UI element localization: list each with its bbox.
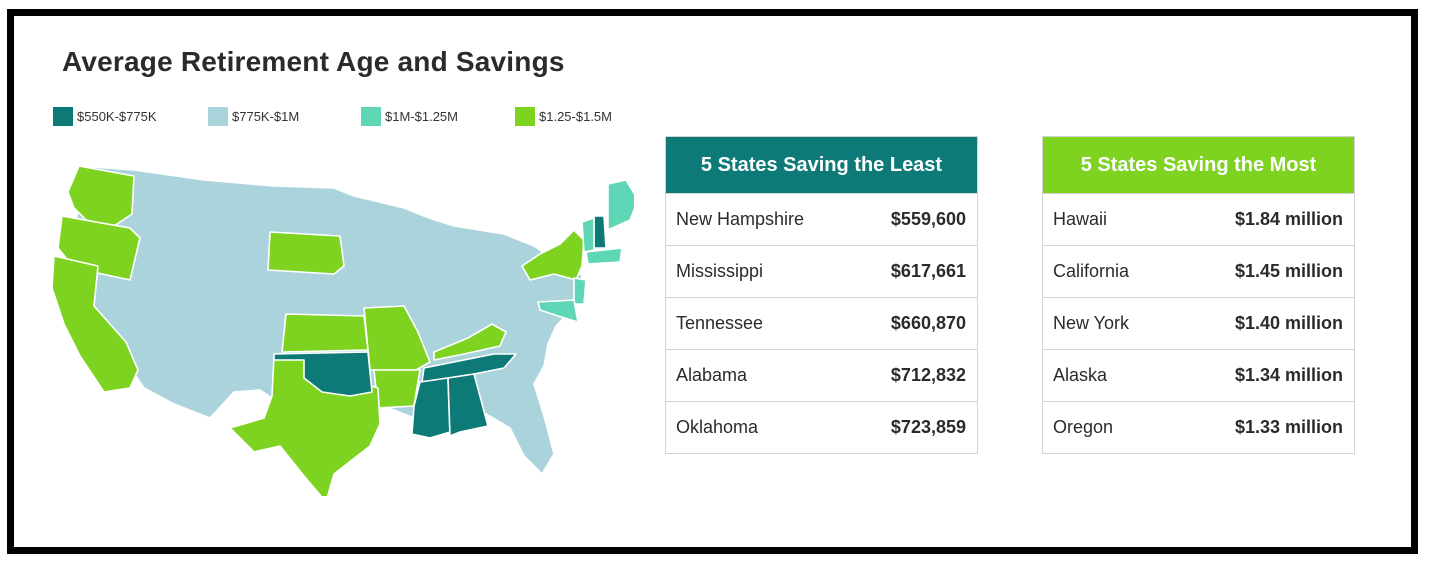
row-value: $1.33 million bbox=[1234, 417, 1343, 437]
row-state: Tennessee bbox=[676, 313, 764, 333]
state-maine bbox=[607, 179, 634, 231]
legend-swatch bbox=[515, 107, 535, 126]
row-state: Oklahoma bbox=[676, 417, 759, 437]
infographic-frame: Average Retirement Age and Savings $550K… bbox=[7, 9, 1418, 554]
row-state: New Hampshire bbox=[676, 209, 805, 229]
row-state: Alaska bbox=[1053, 365, 1108, 385]
state-california bbox=[51, 255, 139, 393]
row-state: Alabama bbox=[676, 365, 748, 385]
row-state: New York bbox=[1053, 313, 1130, 333]
state-kentucky bbox=[433, 323, 507, 361]
state-kansas bbox=[281, 313, 369, 353]
row-value: $1.34 million bbox=[1234, 365, 1343, 385]
legend-item-775k-1m: $775K-$1M bbox=[208, 107, 299, 126]
row-state: Oregon bbox=[1053, 417, 1114, 437]
table-row: Hawaii $1.84 million bbox=[1043, 193, 1354, 245]
legend-item-1m-1-25m: $1M-$1.25M bbox=[361, 107, 458, 126]
legend-item-1-25m-1-5m: $1.25-$1.5M bbox=[515, 107, 612, 126]
state-new-jersey bbox=[573, 277, 587, 305]
most-table-header: 5 States Saving the Most bbox=[1043, 137, 1354, 193]
row-state: Hawaii bbox=[1053, 209, 1108, 229]
least-savings-table: 5 States Saving the Least New Hampshire … bbox=[665, 136, 978, 454]
legend-label: $1.25-$1.5M bbox=[539, 109, 612, 124]
row-state: Mississippi bbox=[676, 261, 764, 281]
legend-label: $1M-$1.25M bbox=[385, 109, 458, 124]
row-value: $1.45 million bbox=[1234, 261, 1343, 281]
row-value: $712,832 bbox=[890, 365, 966, 385]
legend-swatch bbox=[208, 107, 228, 126]
legend-swatch bbox=[53, 107, 73, 126]
state-massachusetts bbox=[585, 247, 623, 265]
state-maryland bbox=[537, 299, 579, 323]
row-value: $617,661 bbox=[890, 261, 966, 281]
state-vermont bbox=[581, 217, 595, 253]
row-value: $1.40 million bbox=[1234, 313, 1343, 333]
state-oklahoma bbox=[273, 351, 373, 397]
legend-label: $550K-$775K bbox=[77, 109, 157, 124]
most-savings-table: 5 States Saving the Most Hawaii $1.84 mi… bbox=[1042, 136, 1355, 454]
table-row: Oklahoma $723,859 bbox=[666, 401, 977, 453]
state-new-york bbox=[521, 229, 585, 281]
legend-item-550k-775k: $550K-$775K bbox=[53, 107, 157, 126]
page-title: Average Retirement Age and Savings bbox=[62, 46, 565, 77]
table-row: New Hampshire $559,600 bbox=[666, 193, 977, 245]
table-row: Mississippi $617,661 bbox=[666, 245, 977, 297]
table-row: Alaska $1.34 million bbox=[1043, 349, 1354, 401]
legend-swatch bbox=[361, 107, 381, 126]
us-choropleth-map bbox=[51, 165, 634, 496]
least-table-header: 5 States Saving the Least bbox=[666, 137, 977, 193]
state-arkansas bbox=[373, 369, 421, 409]
table-row: Oregon $1.33 million bbox=[1043, 401, 1354, 453]
row-value: $1.84 million bbox=[1234, 209, 1343, 229]
row-value: $660,870 bbox=[890, 313, 966, 333]
row-value: $559,600 bbox=[890, 209, 966, 229]
table-row: Tennessee $660,870 bbox=[666, 297, 977, 349]
table-row: California $1.45 million bbox=[1043, 245, 1354, 297]
row-state: California bbox=[1053, 261, 1130, 281]
state-south-dakota bbox=[267, 231, 345, 275]
state-new-hampshire bbox=[593, 215, 607, 249]
table-row: New York $1.40 million bbox=[1043, 297, 1354, 349]
legend-label: $775K-$1M bbox=[232, 109, 300, 124]
row-value: $723,859 bbox=[890, 417, 966, 437]
table-row: Alabama $712,832 bbox=[666, 349, 977, 401]
state-alabama bbox=[447, 373, 489, 437]
